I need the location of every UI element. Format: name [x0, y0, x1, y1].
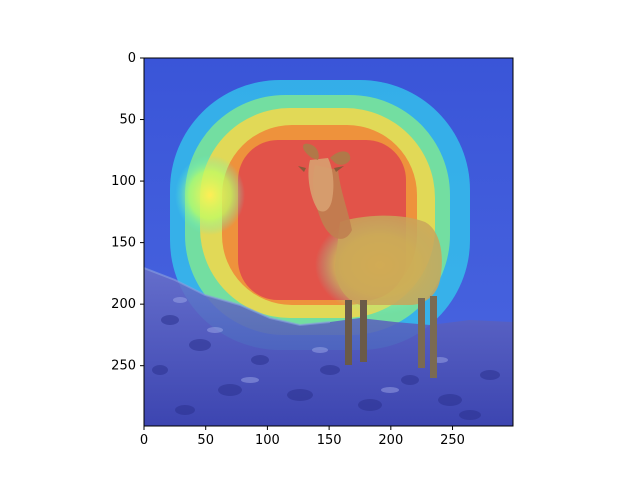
x-tick-label: 250 [440, 433, 465, 448]
y-tick-label: 100 [111, 174, 136, 189]
heatmap-secondary-left [175, 155, 245, 235]
x-axis: 0 50 100 150 200 250 [140, 426, 465, 448]
x-tick-label: 200 [378, 433, 403, 448]
x-tick-label: 0 [140, 433, 148, 448]
y-tick-label: 250 [111, 359, 136, 374]
bighorn-sheep [298, 143, 442, 378]
rock-texture [152, 315, 500, 420]
y-tick-label: 200 [111, 297, 136, 312]
y-axis: 0 50 100 150 200 250 [111, 51, 144, 374]
y-tick-label: 0 [128, 51, 136, 66]
slope-edge [144, 267, 331, 327]
x-tick-label: 100 [255, 433, 280, 448]
x-tick-label: 50 [197, 433, 214, 448]
heatmap-plot-area [144, 58, 513, 426]
x-tick-label: 150 [317, 433, 342, 448]
y-tick-label: 150 [111, 236, 136, 251]
y-tick-label: 50 [119, 113, 136, 128]
axes-frame [143, 57, 514, 427]
